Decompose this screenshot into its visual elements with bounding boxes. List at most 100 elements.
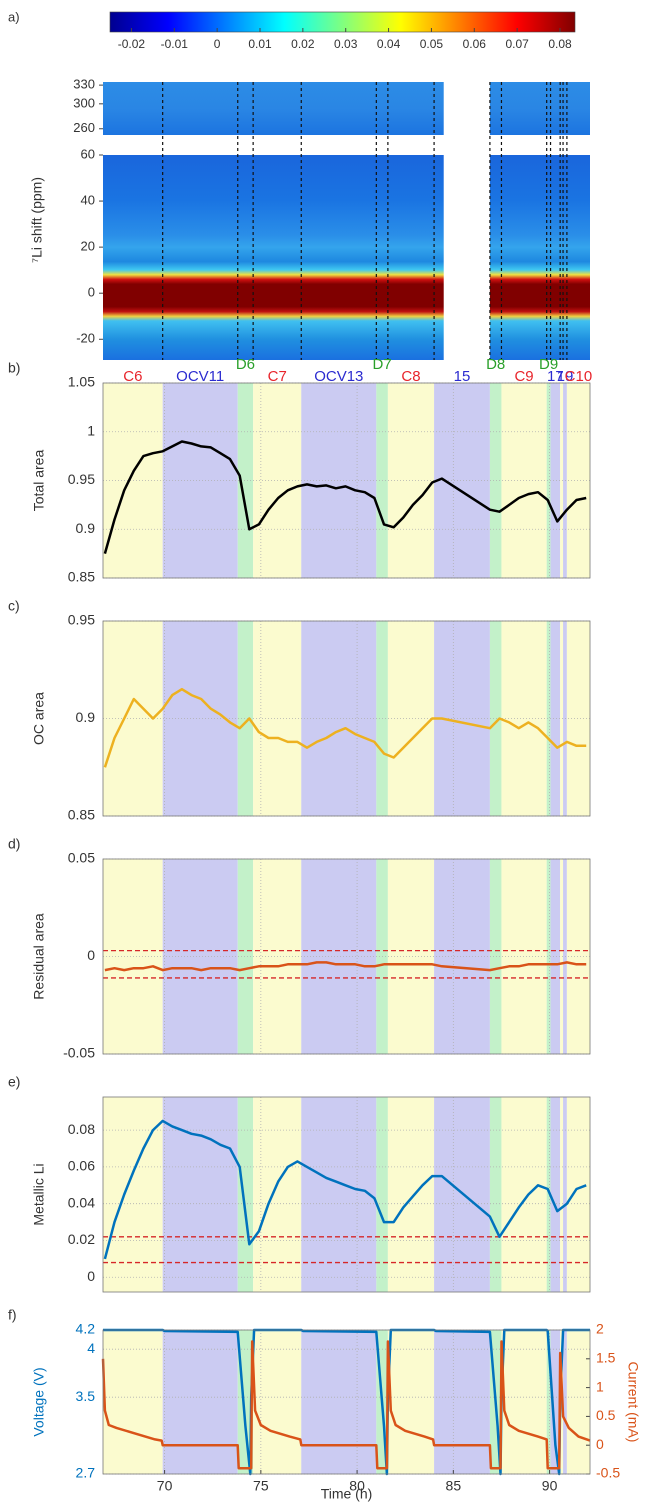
colorbar-tick-label: 0.04	[377, 37, 401, 51]
phase-label: 15	[454, 368, 471, 385]
y-tick-label: 0	[87, 1268, 95, 1284]
phase-label: D9	[539, 356, 558, 373]
colorbar-tick-label: 0.08	[548, 37, 572, 51]
x-tick-label: 90	[542, 1478, 558, 1494]
y-tick-label: 0	[88, 285, 95, 300]
colorbar-tick-label: 0.01	[248, 37, 272, 51]
x-tick-label: 80	[349, 1478, 365, 1494]
phase-band	[550, 621, 561, 816]
phase-label: C6	[123, 368, 142, 385]
phase-label: 17	[547, 368, 564, 385]
phase-band	[387, 1097, 435, 1292]
y-tick-label: 0.06	[68, 1158, 95, 1174]
y-tick-label: 2.7	[76, 1465, 96, 1481]
y-tick-label: 0.9	[76, 709, 96, 725]
phase-band	[563, 383, 567, 578]
y-tick-label: 40	[81, 193, 95, 208]
phase-band	[546, 859, 551, 1054]
phase-label: D8	[486, 356, 505, 373]
phase-band	[103, 383, 163, 578]
phase-band	[563, 1330, 567, 1474]
phase-band	[566, 1097, 590, 1292]
phase-band	[387, 621, 435, 816]
data-line	[103, 687, 587, 768]
y-tick-label: 0.04	[68, 1194, 95, 1210]
y-tick-label: 300	[73, 95, 95, 110]
data-line	[104, 961, 587, 972]
y2-tick-label: 0.5	[596, 1407, 616, 1423]
phase-band	[376, 1097, 388, 1292]
phase-band	[489, 383, 502, 578]
phase-band	[566, 621, 590, 816]
phase-label: C9	[514, 368, 533, 385]
axes-frame	[102, 1329, 591, 1475]
y-tick-label: 260	[73, 120, 95, 135]
colorbar-tick-label: 0.07	[505, 37, 529, 51]
panel-letter: e)	[8, 1074, 20, 1090]
y-tick-label: -0.05	[63, 1045, 95, 1061]
phase-label: 19	[557, 368, 574, 385]
colorbar-tick-label: 0.02	[291, 37, 315, 51]
phase-band	[253, 1097, 302, 1292]
phase-band	[550, 383, 561, 578]
phase-band	[489, 1097, 502, 1292]
phase-band	[550, 859, 561, 1054]
y-tick-label: 0	[87, 947, 95, 963]
phase-label: D7	[373, 356, 392, 373]
x-axis-label: Time (h)	[321, 1486, 373, 1502]
panel-letter: b)	[8, 360, 20, 376]
y-tick-label: 1	[87, 422, 95, 438]
phase-band	[253, 1330, 302, 1474]
y2-tick-label: 0	[596, 1436, 604, 1452]
y-tick-label: -20	[76, 331, 95, 346]
colorbar-tick-label: 0.05	[420, 37, 444, 51]
y2-tick-label: 1.5	[596, 1350, 616, 1366]
panel-letter: c)	[8, 598, 20, 614]
axes-frame	[102, 382, 591, 579]
axes-frame	[102, 620, 591, 817]
phase-band	[301, 383, 377, 578]
y-tick-label: 60	[81, 146, 95, 161]
phase-band	[301, 621, 377, 816]
y2-tick-label: -0.5	[596, 1465, 620, 1481]
phase-band	[301, 1330, 377, 1474]
y-tick-label: 4	[87, 1340, 95, 1356]
heatmap	[103, 82, 444, 135]
phase-band	[434, 1330, 490, 1474]
colorbar-tick-label: 0.03	[334, 37, 358, 51]
y-tick-label: 0.08	[68, 1121, 95, 1137]
phase-band	[550, 1330, 561, 1474]
phase-band	[560, 859, 564, 1054]
phase-band	[566, 383, 590, 578]
phase-band	[301, 859, 377, 1054]
y-tick-label: 0.02	[68, 1231, 95, 1247]
heatmap	[489, 155, 590, 360]
phase-band	[563, 621, 567, 816]
phase-band	[550, 1097, 561, 1292]
y-tick-label: 1.05	[68, 374, 95, 390]
axes-frame	[102, 1096, 591, 1293]
y2-tick-label: 2	[596, 1321, 604, 1337]
phase-band	[237, 621, 254, 816]
phase-band	[560, 621, 564, 816]
y-tick-label: 0.9	[76, 520, 96, 536]
phase-label: C8	[401, 368, 420, 385]
phase-label: D6	[236, 356, 255, 373]
phase-band	[546, 1330, 551, 1474]
y-tick-label: 0.95	[68, 471, 95, 487]
panel-letter: a)	[8, 9, 20, 24]
y-axis-label: Voltage (V)	[31, 1367, 47, 1436]
phase-band	[387, 859, 435, 1054]
phase-band	[162, 1097, 238, 1292]
phase-band	[546, 383, 551, 578]
y-tick-label: 0.95	[68, 612, 95, 628]
phase-band	[563, 859, 567, 1054]
y-tick-label: 330	[73, 77, 95, 92]
phase-label: OCV11	[176, 368, 224, 385]
colorbar-tick-label: -0.01	[161, 37, 189, 51]
y2-axis-label: Current (mA)	[625, 1362, 641, 1443]
phase-band	[501, 1330, 547, 1474]
heatmap	[103, 155, 444, 360]
y-tick-label: 4.2	[76, 1321, 96, 1337]
